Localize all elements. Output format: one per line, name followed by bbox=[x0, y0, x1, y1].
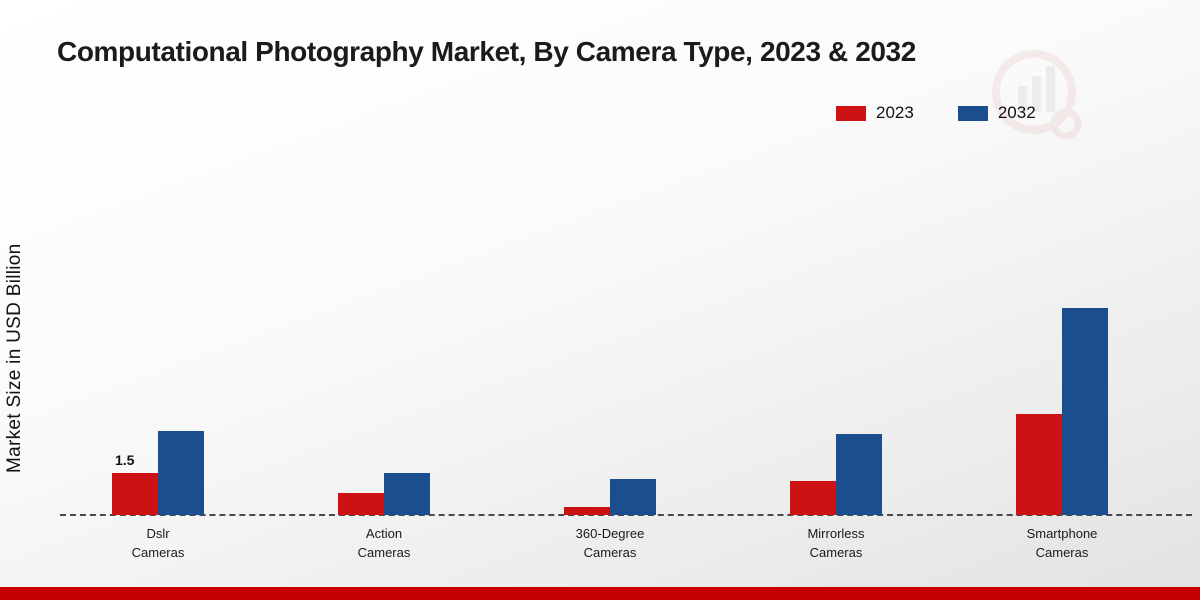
zero-baseline bbox=[60, 514, 1192, 516]
bar-2023 bbox=[338, 492, 384, 515]
category-label: Smartphone Cameras bbox=[1026, 526, 1098, 560]
bar-2023 bbox=[1016, 414, 1062, 515]
watermark-logo bbox=[992, 50, 1082, 140]
bar-group: Action Cameras bbox=[338, 280, 430, 560]
legend-swatch bbox=[957, 105, 988, 121]
y-axis-label: Market Size in USD Billion bbox=[4, 243, 25, 473]
bar-2023: 1.5 bbox=[112, 452, 158, 515]
legend-item-2023: 2023 bbox=[836, 103, 914, 123]
plot-area: 1.5 Dslr Cameras Action Cameras 360-Degree … bbox=[45, 280, 1175, 560]
bar-value-label: 1.5 bbox=[115, 452, 135, 468]
bar-2032 bbox=[836, 433, 882, 515]
bar-group: Mirrorless Cameras bbox=[790, 280, 882, 560]
legend-label: 2023 bbox=[876, 103, 914, 122]
bar-group: 1.5 Dslr Cameras bbox=[112, 280, 204, 560]
bar-pair bbox=[338, 473, 430, 515]
legend-label: 2032 bbox=[997, 103, 1036, 122]
bar-group: 360-Degree Cameras bbox=[564, 280, 656, 560]
bar-group: Smartphone Cameras bbox=[1016, 280, 1108, 560]
legend-swatch bbox=[836, 105, 866, 121]
bar-2032 bbox=[384, 473, 430, 515]
bar-pair bbox=[1016, 307, 1108, 515]
bar-2032 bbox=[158, 431, 204, 515]
category-label: Mirrorless Cameras bbox=[807, 526, 865, 560]
legend: 2023 2032 bbox=[836, 103, 1036, 123]
category-label: Action Cameras bbox=[357, 526, 411, 560]
chart-title: Computational Photography Market, By Cam… bbox=[57, 36, 916, 67]
bar-pair: 1.5 bbox=[112, 431, 204, 515]
bar-pair bbox=[790, 433, 882, 515]
category-label: 360-Degree Cameras bbox=[575, 526, 645, 560]
legend-item-2032: 2032 bbox=[957, 103, 1036, 123]
bar-pair bbox=[564, 478, 656, 515]
bar-2032 bbox=[610, 478, 656, 515]
footer-strip bbox=[0, 587, 1200, 600]
category-label: Dslr Cameras bbox=[131, 526, 185, 560]
bar-2032 bbox=[1062, 307, 1108, 515]
bar-2023 bbox=[790, 481, 836, 515]
bar-2023 bbox=[564, 506, 610, 515]
